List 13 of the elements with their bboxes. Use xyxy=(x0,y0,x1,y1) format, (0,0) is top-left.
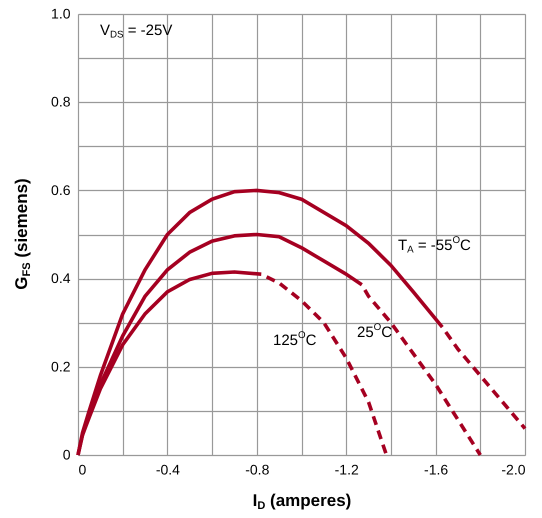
y-tick-label: 1.0 xyxy=(51,6,71,22)
y-tick-label: 0.6 xyxy=(51,182,71,198)
x-tick-label: -2.0 xyxy=(501,462,526,478)
y-tick-label: 0.4 xyxy=(51,270,71,286)
x-tick-label: -0.8 xyxy=(245,462,270,478)
y-tick-label: 0.2 xyxy=(51,358,71,374)
y-axis-title: GFS (siemens) xyxy=(12,178,34,290)
x-tick-label: -0.4 xyxy=(156,462,180,478)
y-tick-label: 0.8 xyxy=(51,94,71,110)
x-tick-label: -1.2 xyxy=(334,462,359,478)
y-tick-label: 0 xyxy=(62,446,71,462)
x-tick-label: -1.6 xyxy=(424,462,448,478)
x-tick-label: 0 xyxy=(78,462,86,478)
